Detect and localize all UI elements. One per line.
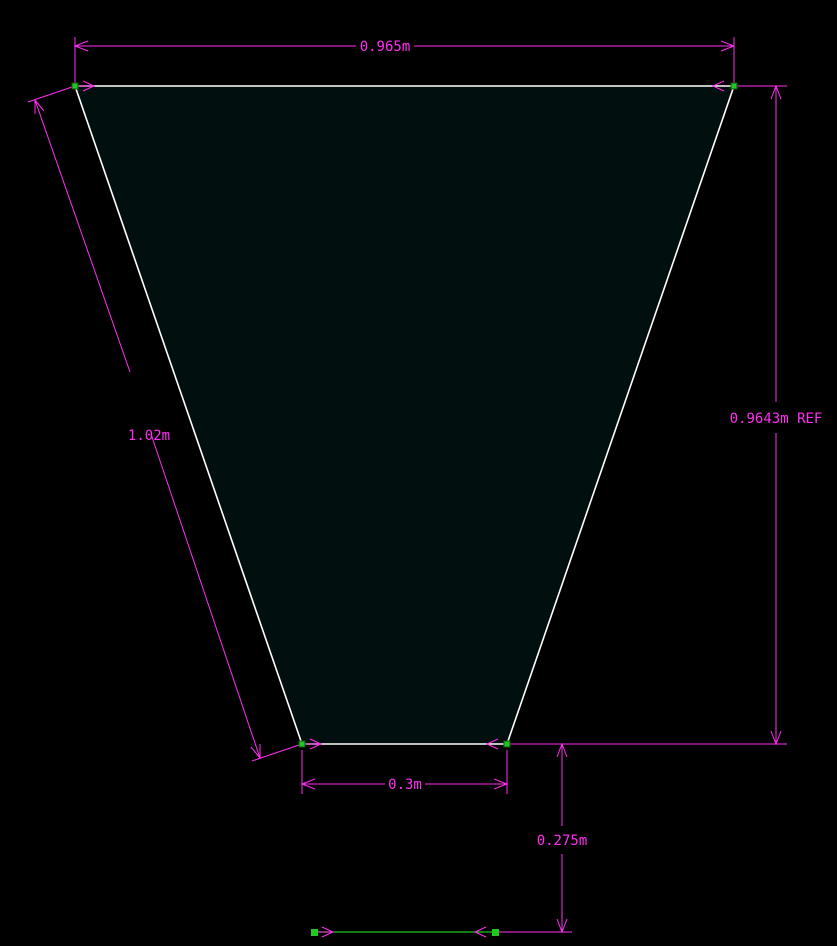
dimension-slant-edge-label: 1.02m (128, 428, 170, 444)
vertex-grip-top-left[interactable] (71, 82, 79, 90)
vertex-grip-top-right[interactable] (730, 82, 738, 90)
guide-grip-right[interactable] (492, 929, 499, 936)
trapezoid-shape[interactable] (73, 85, 736, 745)
dimension-bottom-width-label: 0.3m (388, 777, 422, 793)
dimension-top-width[interactable]: 0.965m (73, 37, 736, 86)
dimension-height-ref-label: 0.9643m REF (730, 411, 823, 427)
vertex-grip-bottom-left[interactable] (298, 740, 306, 748)
dimension-offset-below[interactable]: 0.275m (497, 742, 588, 934)
vertex-grip-bottom-right[interactable] (503, 740, 511, 748)
guide-grip-left[interactable] (311, 929, 318, 936)
dimension-top-width-label: 0.965m (360, 39, 411, 55)
dimension-height-ref[interactable]: 0.9643m REF (507, 84, 823, 746)
dimension-bottom-width[interactable]: 0.3m (300, 750, 509, 794)
dimension-slant-edge[interactable]: 1.02m (27, 85, 303, 762)
dimension-offset-below-label: 0.275m (537, 833, 588, 849)
vertex-direction-arrows (75, 80, 725, 938)
